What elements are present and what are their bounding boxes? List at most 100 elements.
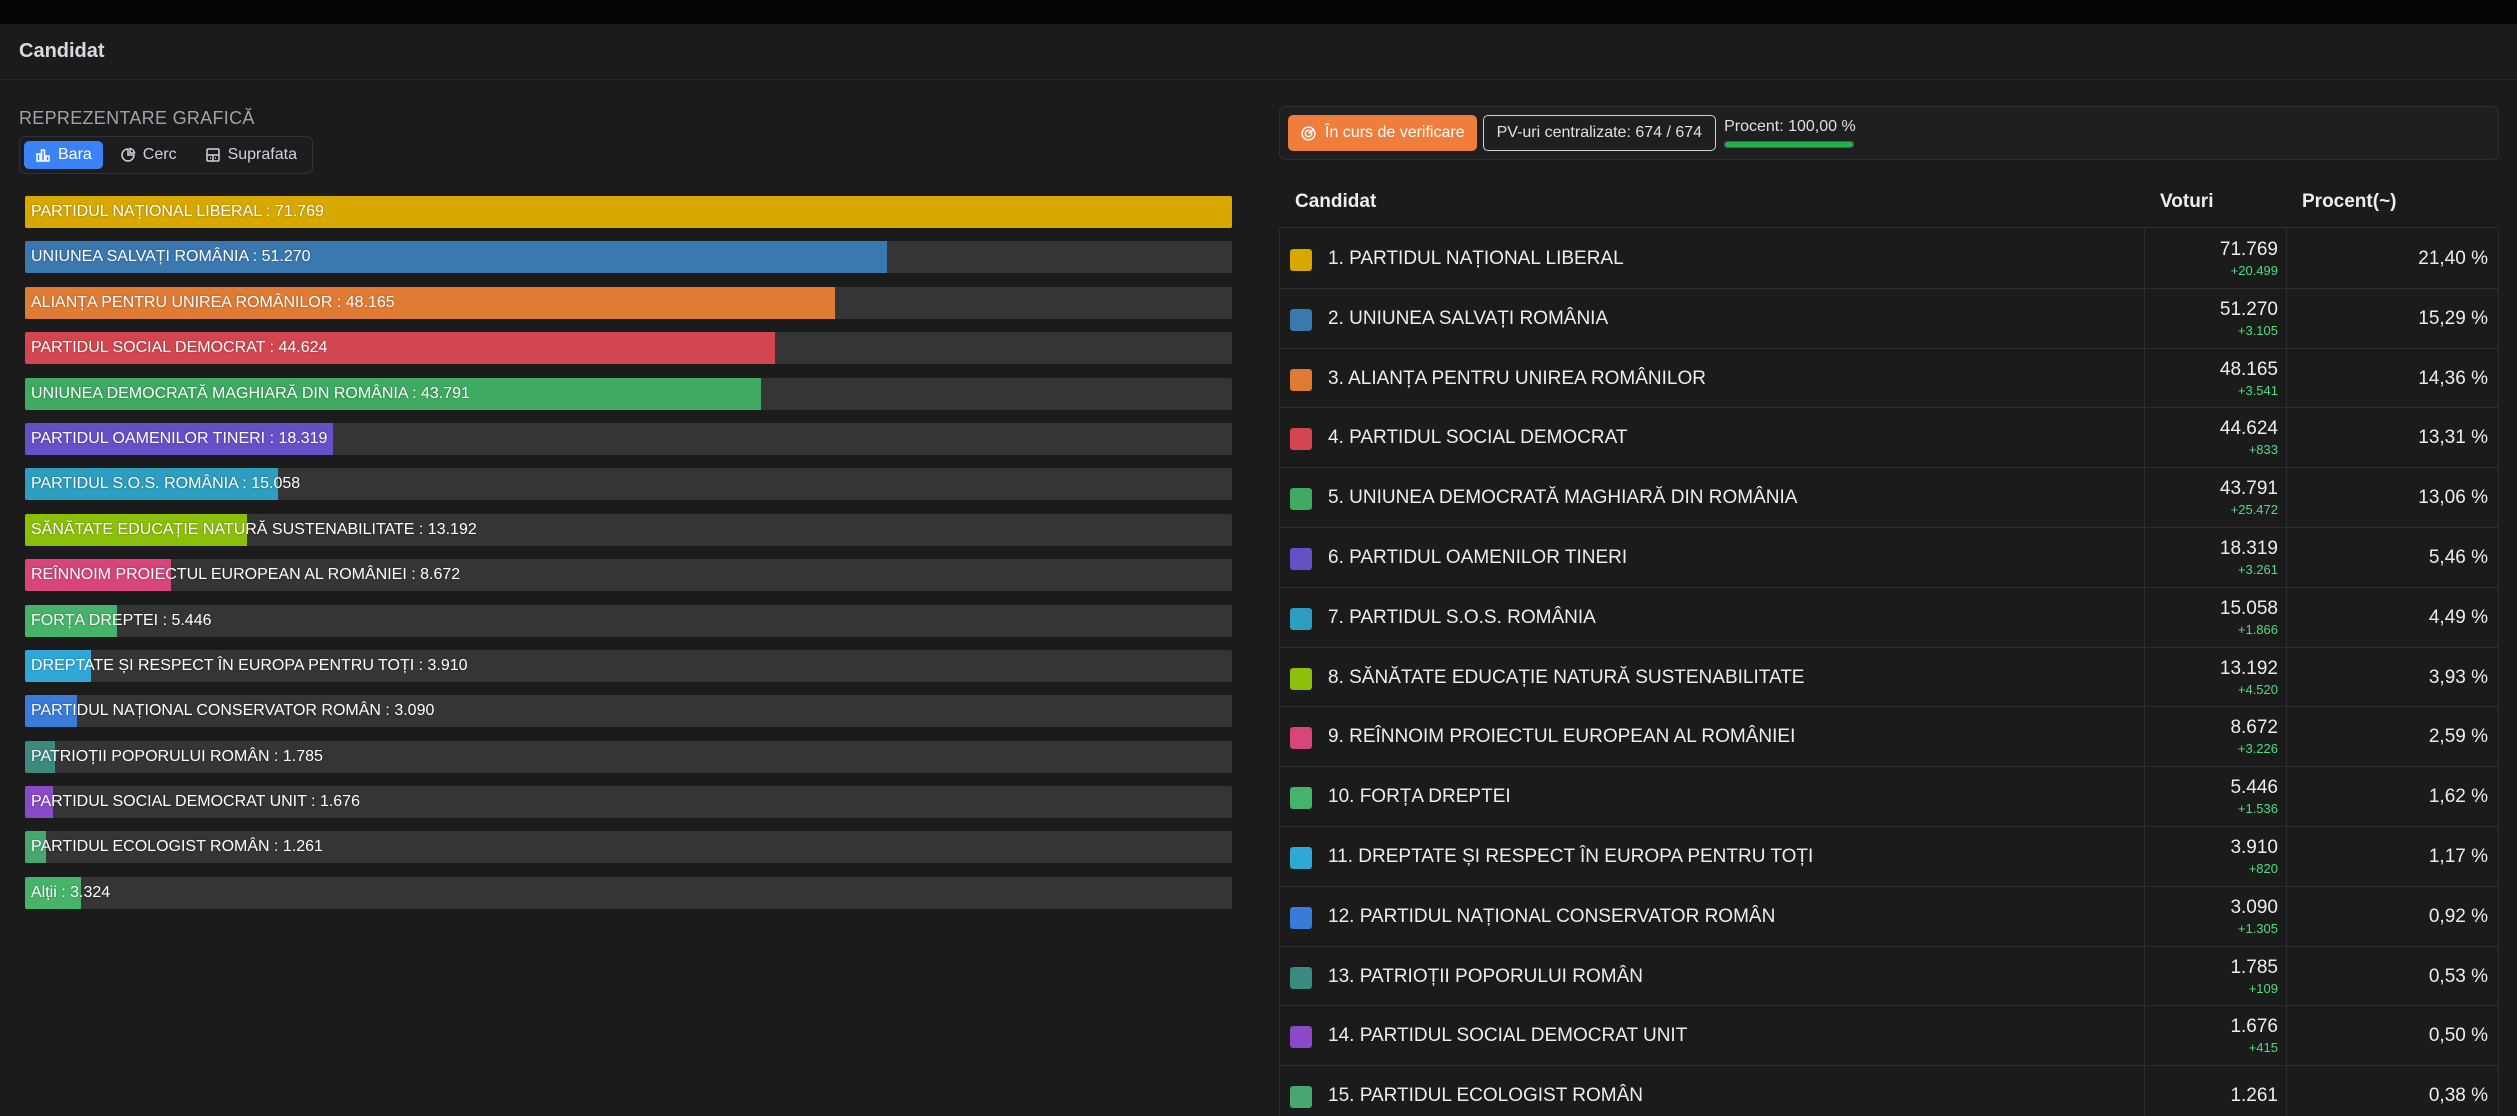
vote-count: 44.624 bbox=[2219, 418, 2278, 440]
table-row[interactable]: 9. REÎNNOIM PROIECTUL EUROPEAN AL ROMÂNI… bbox=[1279, 707, 2499, 768]
party-color-swatch bbox=[1290, 667, 1312, 690]
vote-delta: +3.541 bbox=[2237, 382, 2278, 398]
bar-row[interactable]: PARTIDUL NAȚIONAL CONSERVATOR ROMÂN : 3.… bbox=[25, 695, 1232, 728]
vote-count: 71.769 bbox=[2219, 239, 2278, 260]
column-divider bbox=[2286, 288, 2287, 348]
column-divider bbox=[2144, 527, 2145, 587]
party-color-swatch bbox=[1290, 428, 1312, 451]
vote-delta: +3.261 bbox=[2237, 561, 2278, 577]
table-row[interactable]: 13. PATRIOȚII POPORULUI ROMÂN 1.785 +109 0,… bbox=[1279, 946, 2499, 1007]
tab-pie-chart-label: Cerc bbox=[142, 146, 177, 163]
bar bbox=[25, 649, 91, 682]
vote-count: 18.319 bbox=[2219, 537, 2278, 559]
percent-progress-fill bbox=[1725, 142, 1854, 147]
bar-row[interactable]: PARTIDUL S.O.S. ROMÂNIA : 15.058 bbox=[25, 468, 1232, 501]
table-row[interactable]: 1. PARTIDUL NAȚIONAL LIBERAL 71.769 +20.49… bbox=[1279, 229, 2499, 289]
column-divider bbox=[2286, 1006, 2287, 1066]
column-divider bbox=[2286, 826, 2287, 886]
bar-row[interactable]: ALIANȚA PENTRU UNIREA ROMÂNILOR : 48.165 bbox=[25, 286, 1232, 319]
bar-row[interactable]: DREPTATE ȘI RESPECT ÎN EUROPA PENTRU TOȚ… bbox=[25, 649, 1232, 682]
table-row[interactable]: 3. ALIANȚA PENTRU UNIREA ROMÂNILOR 48.165… bbox=[1279, 348, 2499, 409]
column-divider bbox=[2286, 408, 2287, 468]
vote-delta: +833 bbox=[2248, 442, 2278, 458]
bar-row[interactable]: PATRIOȚII POPORULUI ROMÂN : 1.785 bbox=[25, 740, 1232, 773]
chart-section-label: REPREZENTARE GRAFICĂ bbox=[19, 108, 255, 128]
radar-icon bbox=[1301, 125, 1316, 141]
bar-row[interactable]: PARTIDUL SOCIAL DEMOCRAT UNIT : 1.676 bbox=[25, 786, 1232, 819]
vote-percent: 3,93 % bbox=[2428, 666, 2488, 688]
bar bbox=[25, 695, 77, 728]
header-candidate: Candidat bbox=[1295, 190, 1377, 212]
vote-count: 1.785 bbox=[2230, 956, 2278, 978]
column-divider bbox=[2144, 826, 2145, 886]
bar-row[interactable]: REÎNNOIM PROIECTUL EUROPEAN AL ROMÂNIEI … bbox=[25, 559, 1232, 592]
tab-area-chart[interactable]: Suprafata bbox=[194, 141, 308, 169]
tab-pie-chart[interactable]: Cerc bbox=[109, 141, 188, 169]
bar-row[interactable]: UNIUNEA SALVAȚI ROMÂNIA : 51.270 bbox=[25, 241, 1232, 274]
vote-count: 1.676 bbox=[2230, 1016, 2278, 1038]
page-title: Candidat bbox=[19, 40, 105, 62]
table-row[interactable]: 2. UNIUNEA SALVAȚI ROMÂNIA 51.270 +3.105 15… bbox=[1279, 288, 2499, 349]
bar-label: PARTIDUL OAMENILOR TINERI : 18.319 bbox=[31, 429, 328, 447]
bar bbox=[25, 559, 171, 592]
vote-count: 43.791 bbox=[2219, 478, 2278, 500]
candidate-name: 3. ALIANȚA PENTRU UNIREA ROMÂNILOR bbox=[1328, 367, 1706, 389]
column-divider bbox=[2286, 587, 2287, 647]
column-divider bbox=[2144, 886, 2145, 946]
table-row[interactable]: 5. UNIUNEA DEMOCRATĂ MAGHIARĂ DIN ROMÂNI… bbox=[1279, 468, 2499, 528]
candidate-name: 14. PARTIDUL SOCIAL DEMOCRAT UNIT bbox=[1328, 1025, 1688, 1047]
table-row[interactable]: 14. PARTIDUL SOCIAL DEMOCRAT UNIT 1.676 +4… bbox=[1279, 1006, 2499, 1067]
bar-label: Alții : 3.324 bbox=[31, 883, 111, 901]
party-color-swatch bbox=[1290, 727, 1312, 750]
header-percent: Procent(~) bbox=[2302, 190, 2397, 212]
party-color-swatch bbox=[1290, 906, 1312, 929]
bar-row[interactable]: UNIUNEA DEMOCRATĂ MAGHIARĂ DIN ROMÂNIA :… bbox=[25, 377, 1232, 410]
vote-delta: +415 bbox=[2248, 1040, 2278, 1056]
table-row[interactable]: 7. PARTIDUL S.O.S. ROMÂNIA 15.058 +1.866 4,… bbox=[1279, 587, 2499, 648]
bar-chart-icon bbox=[36, 149, 50, 162]
column-divider bbox=[2144, 1006, 2145, 1066]
bar-row[interactable]: PARTIDUL OAMENILOR TINERI : 18.319 bbox=[25, 422, 1232, 455]
percent-progress-track bbox=[1724, 141, 1855, 148]
column-divider bbox=[2144, 468, 2145, 527]
vote-percent: 15,29 % bbox=[2418, 307, 2488, 329]
vote-percent: 13,31 % bbox=[2418, 427, 2488, 449]
column-divider bbox=[2286, 527, 2287, 587]
vote-count: 8.672 bbox=[2230, 717, 2278, 739]
tab-bar-chart[interactable]: Bara bbox=[24, 141, 103, 169]
table-row[interactable]: 12. PARTIDUL NAȚIONAL CONSERVATOR ROMÂN 3… bbox=[1279, 886, 2499, 947]
bar-row[interactable]: PARTIDUL NAȚIONAL LIBERAL : 71.769 bbox=[25, 196, 1232, 228]
bar-row[interactable]: SĂNĂTATE EDUCAȚIE NATURĂ SUSTENABILITATE… bbox=[25, 513, 1232, 546]
bar bbox=[25, 513, 247, 546]
table-row[interactable]: 15. PARTIDUL ECOLOGIST ROMÂN 1.261 0,38 % bbox=[1279, 1066, 2499, 1116]
candidate-name: 13. PATRIOȚII POPORULUI ROMÂN bbox=[1328, 965, 1643, 987]
bar-row[interactable]: Alții : 3.324 bbox=[25, 876, 1232, 909]
bar bbox=[25, 422, 334, 455]
vote-count: 3.090 bbox=[2230, 896, 2278, 918]
column-divider bbox=[2286, 886, 2287, 946]
bar bbox=[25, 786, 54, 819]
table-row[interactable]: 11. DREPTATE ȘI RESPECT ÎN EUROPA PENTRU… bbox=[1279, 826, 2499, 887]
vote-delta: +3.226 bbox=[2237, 741, 2278, 757]
bar-row[interactable]: PARTIDUL SOCIAL DEMOCRAT : 44.624 bbox=[25, 332, 1232, 365]
table-row[interactable]: 10. FORȚA DREPTEI 5.446 +1.536 1,62 % bbox=[1279, 767, 2499, 827]
table-row[interactable]: 4. PARTIDUL SOCIAL DEMOCRAT 44.624 +833 13,… bbox=[1279, 408, 2499, 469]
table-row[interactable]: 8. SĂNĂTATE EDUCAȚIE NATURĂ SUSTENABILIT… bbox=[1279, 647, 2499, 708]
candidate-name: 4. PARTIDUL SOCIAL DEMOCRAT bbox=[1328, 427, 1628, 449]
bar-row[interactable]: FORȚA DREPTEI : 5.446 bbox=[25, 604, 1232, 637]
vote-percent: 14,36 % bbox=[2418, 367, 2488, 389]
verification-status-badge: În curs de verificare bbox=[1288, 115, 1477, 151]
column-divider bbox=[2286, 229, 2287, 288]
pv-centralized-box: PV-uri centralizate: 674 / 674 bbox=[1482, 115, 1717, 151]
vote-percent: 1,17 % bbox=[2428, 845, 2488, 867]
party-color-swatch bbox=[1290, 488, 1312, 511]
candidate-name: 6. PARTIDUL OAMENILOR TINERI bbox=[1328, 546, 1628, 568]
bar bbox=[25, 831, 47, 864]
column-divider bbox=[2286, 946, 2287, 1006]
column-divider bbox=[2144, 647, 2145, 707]
bar-row[interactable]: PARTIDUL ECOLOGIST ROMÂN : 1.261 bbox=[25, 831, 1232, 864]
table-row[interactable]: 6. PARTIDUL OAMENILOR TINERI 18.319 +3.261… bbox=[1279, 527, 2499, 588]
party-color-swatch bbox=[1290, 308, 1312, 331]
column-divider bbox=[2286, 707, 2287, 767]
chart-type-tabs: Bara Cerc Suprafata bbox=[19, 136, 313, 174]
